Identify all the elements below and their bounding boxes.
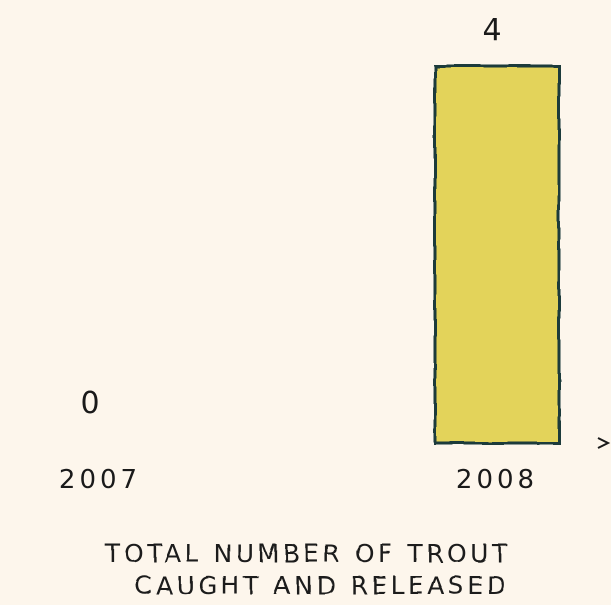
value-label-2008: 4 — [482, 13, 501, 48]
category-label-2007: 2007 — [59, 465, 141, 495]
bars-layer — [433, 64, 561, 445]
chart-title-line-2: CAUGHT AND RELEASED — [135, 571, 510, 600]
bar-2008 — [433, 64, 561, 445]
x-axis-arrow-tip — [597, 437, 611, 449]
category-label-2008: 2008 — [456, 465, 538, 495]
chart-title-line-1: TOTAL NUMBER OF TROUT — [104, 539, 510, 568]
chart-title: TOTAL NUMBER OF TROUT CAUGHT AND RELEASE… — [104, 539, 510, 600]
value-label-2007: 0 — [80, 386, 99, 421]
labels-layer: 0 2007 4 2008 — [59, 13, 538, 495]
